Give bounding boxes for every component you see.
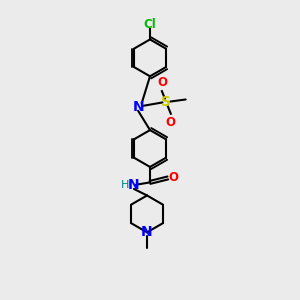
Text: N: N (141, 225, 153, 239)
Text: S: S (161, 95, 171, 110)
Text: H: H (121, 180, 129, 190)
Text: N: N (132, 100, 144, 114)
Text: N: N (128, 178, 140, 192)
Text: Cl: Cl (144, 18, 156, 31)
Text: O: O (168, 171, 178, 184)
Text: O: O (166, 116, 176, 129)
Text: O: O (157, 76, 167, 89)
